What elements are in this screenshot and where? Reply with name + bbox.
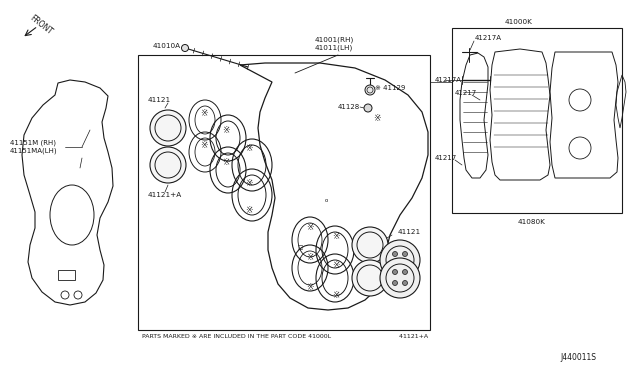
Text: ※: ※ [245,205,253,215]
Text: 41001(RH): 41001(RH) [315,37,355,43]
Circle shape [392,263,397,267]
Text: J440011S: J440011S [560,353,596,362]
Text: 41121+A: 41121+A [148,192,182,198]
Circle shape [380,240,420,280]
Text: o: o [325,198,328,202]
Text: ※: ※ [200,109,207,118]
Bar [138,55,430,330]
Text: ※: ※ [373,113,381,122]
Text: ※: ※ [200,141,207,150]
Text: 41217: 41217 [455,90,477,96]
Circle shape [150,110,186,146]
Circle shape [392,251,397,257]
Text: PARTS MARKED ※ ARE INCLUDED IN THE PART CODE 41000L: PARTS MARKED ※ ARE INCLUDED IN THE PART … [142,334,331,339]
Text: 41128: 41128 [338,104,360,110]
Text: 41217A: 41217A [475,35,502,41]
Circle shape [403,263,408,267]
Text: ※: ※ [332,262,339,270]
Text: 41217A: 41217A [435,77,462,83]
Text: 41151MA(LH): 41151MA(LH) [10,148,58,154]
Circle shape [352,260,388,296]
Text: ※ 41129: ※ 41129 [375,85,405,91]
Text: ※: ※ [332,231,339,241]
Circle shape [380,258,420,298]
Circle shape [150,147,186,183]
Text: ※: ※ [245,179,253,187]
Text: ※: ※ [222,125,230,135]
Text: 41000K: 41000K [505,19,533,25]
Circle shape [403,269,408,275]
Text: ※: ※ [245,144,253,153]
Text: ※: ※ [306,253,314,262]
Text: ※: ※ [306,283,314,292]
Circle shape [403,280,408,285]
Circle shape [182,45,189,51]
Circle shape [365,85,375,95]
Text: □: □ [298,246,303,250]
Text: 41217: 41217 [435,155,457,161]
Text: 41121: 41121 [398,229,421,235]
Circle shape [392,280,397,285]
Text: 41121: 41121 [148,97,171,103]
Bar [452,28,622,213]
Text: 41121+A: 41121+A [395,334,428,339]
Text: ※: ※ [306,222,314,231]
Text: ※: ※ [222,157,230,167]
Text: FRONT: FRONT [28,13,54,36]
Text: 41011(LH): 41011(LH) [315,45,353,51]
Text: ※: ※ [332,292,339,301]
Circle shape [392,269,397,275]
Circle shape [403,251,408,257]
Circle shape [364,104,372,112]
Circle shape [352,227,388,263]
Text: 41151M (RH): 41151M (RH) [10,140,56,146]
Text: 41080K: 41080K [518,219,546,225]
Text: 41010A: 41010A [153,43,181,49]
